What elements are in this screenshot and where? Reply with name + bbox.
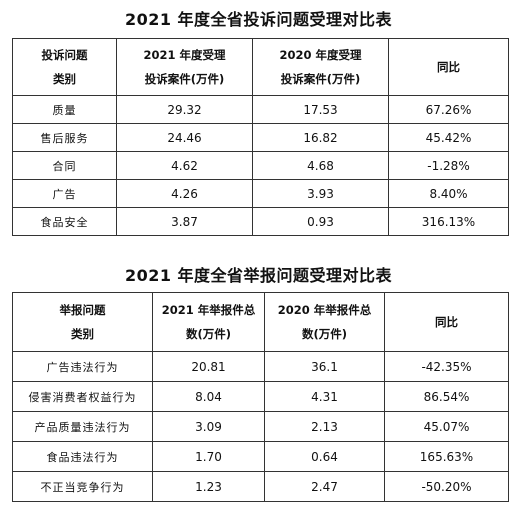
value-cell: 20.81: [152, 351, 265, 382]
table-row: 产品质量违法行为 3.09 2.13 45.07%: [12, 411, 509, 442]
yoy-cell: 165.63%: [384, 441, 509, 472]
category-cell: 产品质量违法行为: [12, 411, 153, 442]
table-row: 侵害消费者权益行为 8.04 4.31 86.54%: [12, 381, 509, 412]
table-row: 质量 29.32 17.53 67.26%: [12, 95, 509, 124]
table2-title: 2021 年度全省举报问题受理对比表: [124, 266, 393, 285]
table1-title: 2021 年度全省投诉问题受理对比表: [124, 10, 393, 29]
category-cell: 售后服务: [12, 123, 117, 152]
table-row: 合同 4.62 4.68 -1.28%: [12, 151, 509, 180]
complaint-comparison-table: 投诉问题 类别 2021 年度受理 投诉案件(万件) 2020 年度受理 投诉案件(万件)…: [12, 38, 509, 236]
table2-header-text: 同比: [435, 315, 458, 329]
yoy-cell: 86.54%: [384, 381, 509, 412]
table1-body: 质量 29.32 17.53 67.26% 售后服务 24.46 16.82 45.42% 合同…: [12, 95, 509, 236]
table2-body: 广告违法行为 20.81 36.1 -42.35% 侵害消费者权益行为 8.04 4.31 8…: [12, 351, 509, 502]
yoy-cell: -1.28%: [388, 151, 509, 180]
yoy-cell: -50.20%: [384, 471, 509, 502]
category-cell: 侵害消费者权益行为: [12, 381, 153, 412]
table1-header-col-2: 2020 年度受理 投诉案件(万件): [252, 38, 389, 96]
value-cell: 4.31: [264, 381, 385, 412]
table2-header-col-2: 2020 年举报件总 数(万件): [264, 292, 385, 352]
table1-header-text: 同比: [437, 60, 460, 74]
value-cell: 36.1: [264, 351, 385, 382]
table2-header-text: 2020 年举报件总: [277, 303, 372, 317]
yoy-cell: 8.40%: [388, 179, 509, 208]
table1-header-text: 2021 年度受理: [143, 48, 226, 62]
table2-header-col-1: 2021 年举报件总 数(万件): [152, 292, 265, 352]
category-cell: 不正当竞争行为: [12, 471, 153, 502]
value-cell: 4.68: [252, 151, 389, 180]
table2-header-text: 类别: [71, 327, 94, 341]
table1-header-text: 2020 年度受理: [279, 48, 362, 62]
table2-header-col-0: 举报问题 类别: [12, 292, 153, 352]
category-cell: 质量: [12, 95, 117, 124]
table1-header-text: 投诉案件(万件): [144, 72, 225, 86]
category-cell: 合同: [12, 151, 117, 180]
table2-header-text: 举报问题: [59, 303, 106, 317]
value-cell: 0.93: [252, 207, 389, 236]
value-cell: 3.93: [252, 179, 389, 208]
yoy-cell: -42.35%: [384, 351, 509, 382]
value-cell: 8.04: [152, 381, 265, 412]
table-row: 售后服务 24.46 16.82 45.42%: [12, 123, 509, 152]
category-cell: 食品安全: [12, 207, 117, 236]
yoy-cell: 45.42%: [388, 123, 509, 152]
table2-header-text: 数(万件): [301, 327, 347, 341]
value-cell: 4.62: [116, 151, 253, 180]
table2-header-row: 举报问题 类别 2021 年举报件总 数(万件) 2020 年举报件总 数(万件) 同比: [12, 292, 509, 352]
category-cell: 广告违法行为: [12, 351, 153, 382]
table2-header-text: 数(万件): [185, 327, 231, 341]
category-cell: 食品违法行为: [12, 441, 153, 472]
table1-header-text: 投诉问题: [41, 48, 88, 62]
table-row: 广告违法行为 20.81 36.1 -42.35%: [12, 351, 509, 382]
table1-header-row: 投诉问题 类别 2021 年度受理 投诉案件(万件) 2020 年度受理 投诉案件(万件)…: [12, 38, 509, 96]
report-comparison-table: 举报问题 类别 2021 年举报件总 数(万件) 2020 年举报件总 数(万件) 同比 广…: [12, 292, 509, 502]
value-cell: 1.23: [152, 471, 265, 502]
value-cell: 3.87: [116, 207, 253, 236]
table1-header-col-1: 2021 年度受理 投诉案件(万件): [116, 38, 253, 96]
value-cell: 17.53: [252, 95, 389, 124]
table-row: 食品违法行为 1.70 0.64 165.63%: [12, 441, 509, 472]
table1-header-text: 类别: [53, 72, 76, 86]
table1-header-col-0: 投诉问题 类别: [12, 38, 117, 96]
table1-header-text: 投诉案件(万件): [280, 72, 361, 86]
table-row: 广告 4.26 3.93 8.40%: [12, 179, 509, 208]
value-cell: 2.47: [264, 471, 385, 502]
value-cell: 1.70: [152, 441, 265, 472]
yoy-cell: 67.26%: [388, 95, 509, 124]
table2-header-text: 2021 年举报件总: [161, 303, 256, 317]
value-cell: 16.82: [252, 123, 389, 152]
category-cell: 广告: [12, 179, 117, 208]
value-cell: 29.32: [116, 95, 253, 124]
value-cell: 4.26: [116, 179, 253, 208]
value-cell: 2.13: [264, 411, 385, 442]
value-cell: 24.46: [116, 123, 253, 152]
table-row: 不正当竞争行为 1.23 2.47 -50.20%: [12, 471, 509, 502]
table2-header-col-3: 同比: [384, 292, 509, 352]
yoy-cell: 45.07%: [384, 411, 509, 442]
table-row: 食品安全 3.87 0.93 316.13%: [12, 207, 509, 236]
yoy-cell: 316.13%: [388, 207, 509, 236]
value-cell: 0.64: [264, 441, 385, 472]
table1-header-col-3: 同比: [388, 38, 509, 96]
value-cell: 3.09: [152, 411, 265, 442]
